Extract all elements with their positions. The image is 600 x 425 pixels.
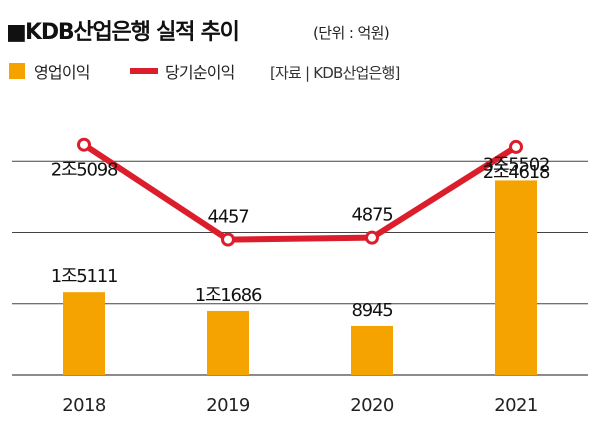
line-value-label: 2조5098 (51, 160, 118, 181)
bar-operating-profit-2019 (207, 310, 249, 375)
bar-value-label: 1조5111 (51, 266, 118, 287)
line-value-label: 4875 (351, 205, 392, 226)
x-tick-label: 2021 (494, 395, 537, 416)
bar-series (63, 180, 537, 375)
legend-line-label: 당기순이익 (165, 63, 235, 82)
point-net-profit-2018 (77, 137, 91, 152)
title-marker: ■ (6, 20, 26, 45)
bar-operating-profit-2018 (63, 292, 105, 375)
source-label: [자료 | KDB산업은행] (270, 64, 400, 82)
bar-value-label: 3조5502 (483, 154, 550, 175)
line-net-profit (81, 141, 519, 243)
bar-value-label: 1조1686 (195, 285, 262, 306)
legend-bar-swatch (9, 63, 25, 79)
unit-label: (단위 : 억원) (313, 24, 389, 42)
bar-value-label: 8945 (351, 300, 392, 321)
line-value-label: 4457 (207, 207, 248, 228)
point-net-profit-2021 (509, 139, 523, 154)
point-net-profit-2020 (365, 230, 379, 245)
line-value-label: 2조4618 (483, 162, 550, 183)
chart-title: KDB산업은행 실적 추이 (25, 20, 239, 45)
legend-line-swatch (130, 68, 158, 74)
x-axis-ticks: 2018 2019 2020 2021 (62, 395, 538, 416)
x-tick-label: 2018 (62, 395, 106, 416)
x-tick-label: 2019 (206, 395, 250, 416)
bar-operating-profit-2020 (351, 325, 393, 375)
x-tick-label: 2020 (350, 395, 394, 416)
legend-bar-label: 영업이익 (34, 63, 90, 82)
line-series (77, 137, 523, 247)
point-net-profit-2019 (221, 232, 235, 247)
bar-operating-profit-2021 (495, 180, 537, 375)
data-labels: 1조5111 1조1686 8945 3조5502 2조5098 4457 4875 2조46… (51, 154, 552, 321)
